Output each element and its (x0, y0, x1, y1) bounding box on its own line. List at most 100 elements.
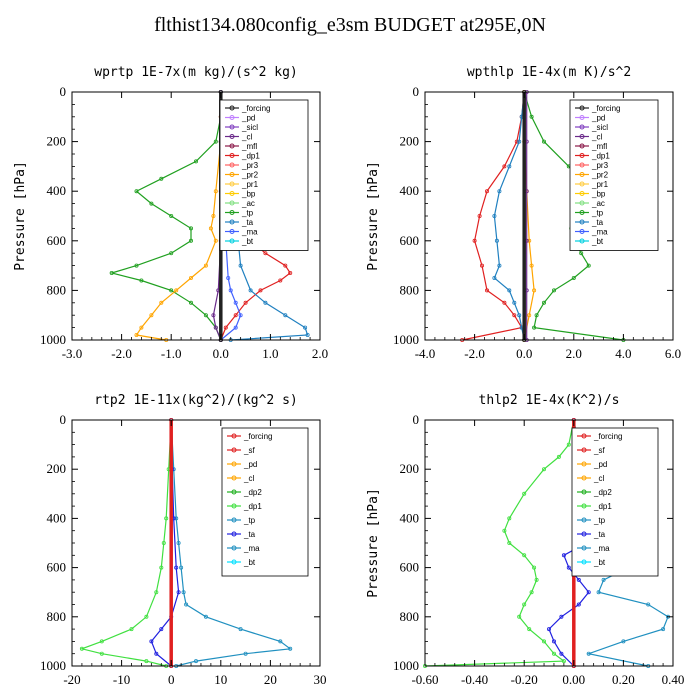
legend-marker (229, 238, 235, 244)
legend-entry: _cl (241, 133, 252, 142)
legend-entry: _sicl (241, 123, 258, 132)
series-point (552, 288, 557, 293)
legend-marker (229, 229, 235, 234)
series-point (79, 646, 84, 651)
panel-wprtp: wprtp 1E-7x(m kg)/(s^2 kg) Pressure [hPa]… (13, 65, 328, 361)
legend-entry: _pr2 (591, 171, 609, 180)
x-tick-label: -10 (113, 672, 130, 687)
y-tick-label: 600 (47, 233, 67, 248)
y-tick-label: 200 (47, 134, 67, 149)
panel-title: rtp2 1E-11x(kg^2)/(kg^2 s) (94, 393, 298, 408)
series-point (174, 565, 179, 570)
y-tick-label: 0 (413, 84, 420, 99)
legend-entry: _ma (241, 228, 258, 237)
series-point (556, 454, 561, 459)
series-point (552, 651, 557, 656)
x-tick-label: -2.0 (111, 346, 132, 361)
legend-marker (229, 200, 235, 206)
series-point (213, 325, 218, 330)
series-point (492, 213, 497, 218)
series-point (164, 516, 169, 521)
legend-entry: _bp (241, 190, 256, 199)
series-point (596, 590, 601, 595)
legend-entry: _dp2 (243, 488, 262, 497)
panel-rtp2: rtp2 1E-11x(kg^2)/(kg^2 s) -20 -10 0 10 20 30 0… (40, 393, 327, 687)
x-tick-label: 6.0 (665, 346, 681, 361)
series-point (243, 651, 248, 656)
legend-entry: _ta (593, 530, 606, 539)
y-tick-label: 800 (400, 609, 420, 624)
legend: _forcing_pd_sicl_cl_mfl_dp1_pr3_pr2_pr1_… (569, 99, 659, 251)
series-point (233, 325, 238, 330)
y-axis-label: Pressure [hPa] (366, 488, 381, 598)
series-point (188, 275, 193, 280)
legend-entry: _sf (243, 446, 255, 455)
series-point (552, 639, 557, 644)
series-point (278, 639, 283, 644)
legend-entry: _pr3 (591, 161, 609, 170)
series-point (134, 189, 139, 194)
legend-box (571, 427, 659, 577)
legend-marker (581, 447, 587, 453)
legend-marker (231, 461, 237, 467)
panel-wpthlp: wpthlp 1E-4x(m K)/s^2 Pressure [hPa] -4.0 -… (366, 65, 681, 361)
y-tick-label: 200 (400, 461, 420, 476)
series-point (559, 651, 564, 656)
series-point (109, 270, 114, 275)
series-point (228, 288, 233, 293)
legend-marker (229, 134, 235, 139)
legend-entry: _dp2 (593, 488, 612, 497)
legend-entry: _pd (591, 114, 605, 123)
series-point (527, 627, 532, 632)
legend-marker (579, 200, 585, 206)
series-point (561, 553, 566, 558)
legend-marker (231, 489, 237, 495)
y-tick-label: 1000 (393, 658, 419, 673)
series-point (542, 639, 547, 644)
series-point (188, 238, 193, 243)
series-point (258, 288, 263, 293)
series-point (99, 639, 104, 644)
series-point (512, 313, 517, 318)
x-tick-label: 2.0 (566, 346, 582, 361)
x-tick-label: 0.20 (612, 672, 635, 687)
series-point (176, 590, 181, 595)
y-tick-label: 0 (60, 412, 67, 427)
legend-entry: _bt (591, 237, 604, 246)
legend-marker (579, 210, 585, 215)
x-tick-label: 30 (314, 672, 327, 687)
legend-entry: _ac (591, 199, 605, 208)
legend-marker (579, 238, 585, 244)
series-point (159, 300, 164, 305)
series-point (193, 159, 198, 164)
legend-entry: _sicl (591, 123, 608, 132)
series-point (484, 288, 489, 293)
legend-marker (231, 545, 237, 551)
legend-entry: _ma (243, 544, 260, 553)
legend-entry: _dp1 (591, 152, 610, 161)
series-point (512, 300, 517, 305)
series-point (494, 238, 499, 243)
legend-marker (229, 105, 235, 111)
series-point (248, 288, 253, 293)
series-line-2 (150, 419, 180, 667)
legend-marker (579, 143, 585, 149)
y-tick-label: 0 (60, 84, 67, 99)
series-point (547, 627, 552, 632)
series-point (278, 278, 283, 283)
x-tick-label: 10 (214, 672, 227, 687)
series-point (484, 189, 489, 194)
series-point (532, 325, 537, 330)
legend-entry: _ma (593, 544, 610, 553)
series-point (532, 288, 537, 293)
legend-entry: _dp1 (243, 502, 262, 511)
y-tick-label: 200 (47, 461, 67, 476)
series-point (579, 251, 584, 256)
series-point (169, 288, 174, 293)
legend-entry: _ta (591, 218, 604, 227)
legend-box (221, 427, 309, 577)
series-line-0 (79, 419, 172, 667)
x-tick-label: -0.60 (411, 672, 438, 687)
series-point (492, 275, 497, 280)
legend-marker (579, 134, 585, 139)
